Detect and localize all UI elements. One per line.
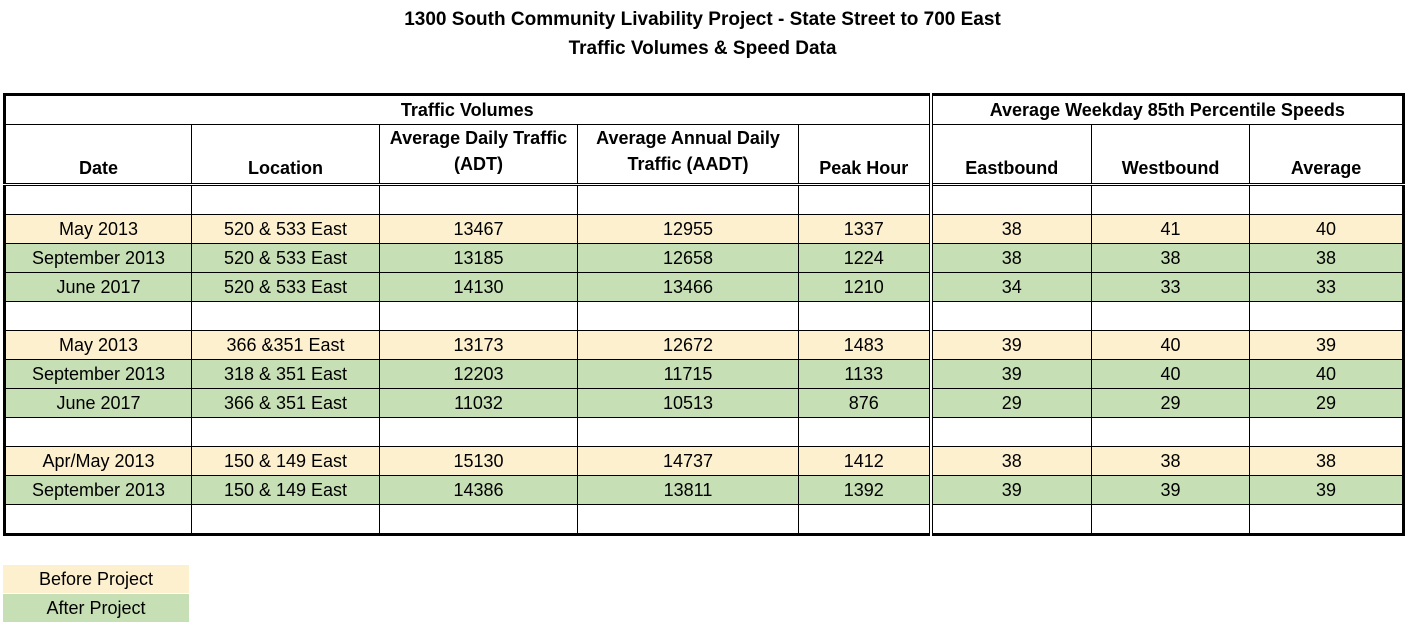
adt-cell: 13185 — [379, 243, 578, 273]
average-cell: 39 — [1249, 475, 1405, 505]
eastbound-cell: 39 — [930, 359, 1093, 389]
adt-cell: 13173 — [379, 330, 578, 360]
peak-hour-cell: 1210 — [797, 272, 933, 302]
table-row: September 2013 318 & 351 East 12203 1171… — [4, 359, 1405, 389]
table-row: Apr/May 2013 150 & 149 East 15130 14737 … — [4, 446, 1405, 476]
adt-cell: 15130 — [379, 446, 578, 476]
location-cell: 150 & 149 East — [191, 446, 380, 476]
aadt-cell: 11715 — [577, 359, 799, 389]
legend-after-project: After Project — [3, 594, 189, 622]
westbound-cell: 39 — [1091, 475, 1251, 505]
average-column-header: Average — [1249, 124, 1405, 186]
eastbound-cell: 39 — [930, 475, 1093, 505]
date-column-header: Date — [4, 124, 192, 186]
aadt-cell: 14737 — [577, 446, 799, 476]
westbound-column-header: Westbound — [1091, 124, 1251, 186]
report-title: 1300 South Community Livability Project … — [404, 9, 1001, 30]
aadt-cell: 12658 — [577, 243, 799, 273]
date-cell: Apr/May 2013 — [4, 446, 192, 476]
adt-cell: 14386 — [379, 475, 578, 505]
aadt-cell: 13466 — [577, 272, 799, 302]
adt-column-header: Average Daily Traffic (ADT) — [379, 124, 578, 186]
aadt-cell: 10513 — [577, 388, 799, 418]
table-row: May 2013 520 & 533 East 13467 12955 1337… — [4, 214, 1405, 244]
eastbound-column-header: Eastbound — [930, 124, 1093, 186]
average-cell: 38 — [1249, 243, 1405, 273]
eastbound-cell: 38 — [930, 243, 1093, 273]
westbound-cell: 40 — [1091, 330, 1251, 360]
spacer-row — [4, 301, 1405, 331]
adt-cell: 14130 — [379, 272, 578, 302]
aadt-cell: 13811 — [577, 475, 799, 505]
date-cell: September 2013 — [4, 359, 192, 389]
spacer-row — [4, 417, 1405, 447]
peak-hour-cell: 1392 — [797, 475, 933, 505]
peak-hour-column-header: Peak Hour — [797, 124, 933, 186]
peak-hour-cell: 1224 — [797, 243, 933, 273]
group-header-row: Traffic Volumes Average Weekday 85th Per… — [3, 94, 1405, 125]
date-cell: September 2013 — [4, 475, 192, 505]
date-cell: May 2013 — [4, 214, 192, 244]
date-cell: June 2017 — [4, 388, 192, 418]
peak-hour-cell: 1133 — [797, 359, 933, 389]
table-row: June 2017 520 & 533 East 14130 13466 121… — [4, 272, 1405, 302]
column-header-row: Date Location Average Daily Traffic (ADT… — [4, 124, 1405, 186]
westbound-cell: 29 — [1091, 388, 1251, 418]
adt-cell: 13467 — [379, 214, 578, 244]
eastbound-cell: 29 — [930, 388, 1093, 418]
eastbound-cell: 38 — [930, 446, 1093, 476]
average-cell: 33 — [1249, 272, 1405, 302]
location-cell: 366 &351 East — [191, 330, 380, 360]
peak-hour-cell: 1483 — [797, 330, 933, 360]
aadt-cell: 12672 — [577, 330, 799, 360]
westbound-cell: 40 — [1091, 359, 1251, 389]
table-row: September 2013 150 & 149 East 14386 1381… — [4, 475, 1405, 505]
aadt-column-header: Average Annual Daily Traffic (AADT) — [577, 124, 799, 186]
traffic-data-table: Traffic Volumes Average Weekday 85th Per… — [3, 93, 1405, 536]
location-cell: 150 & 149 East — [191, 475, 380, 505]
location-cell: 318 & 351 East — [191, 359, 380, 389]
traffic-volumes-header: Traffic Volumes — [3, 94, 933, 125]
legend-before-project: Before Project — [3, 565, 189, 593]
spacer-row — [4, 184, 1405, 215]
location-cell: 520 & 533 East — [191, 214, 380, 244]
date-cell: May 2013 — [4, 330, 192, 360]
date-cell: September 2013 — [4, 243, 192, 273]
location-cell: 366 & 351 East — [191, 388, 380, 418]
date-cell: June 2017 — [4, 272, 192, 302]
location-cell: 520 & 533 East — [191, 243, 380, 273]
westbound-cell: 33 — [1091, 272, 1251, 302]
table-row: May 2013 366 &351 East 13173 12672 1483 … — [4, 330, 1405, 360]
westbound-cell: 38 — [1091, 446, 1251, 476]
adt-cell: 12203 — [379, 359, 578, 389]
location-cell: 520 & 533 East — [191, 272, 380, 302]
eastbound-cell: 38 — [930, 214, 1093, 244]
westbound-cell: 41 — [1091, 214, 1251, 244]
average-cell: 29 — [1249, 388, 1405, 418]
eastbound-cell: 39 — [930, 330, 1093, 360]
adt-cell: 11032 — [379, 388, 578, 418]
peak-hour-cell: 1337 — [797, 214, 933, 244]
table-row: June 2017 366 & 351 East 11032 10513 876… — [4, 388, 1405, 418]
report-subtitle: Traffic Volumes & Speed Data — [568, 38, 837, 59]
spacer-row — [4, 504, 1405, 535]
westbound-cell: 38 — [1091, 243, 1251, 273]
average-cell: 39 — [1249, 330, 1405, 360]
aadt-cell: 12955 — [577, 214, 799, 244]
average-cell: 40 — [1249, 214, 1405, 244]
table-row: September 2013 520 & 533 East 13185 1265… — [4, 243, 1405, 273]
average-cell: 38 — [1249, 446, 1405, 476]
speeds-header: Average Weekday 85th Percentile Speeds — [930, 94, 1405, 125]
location-column-header: Location — [191, 124, 380, 186]
average-cell: 40 — [1249, 359, 1405, 389]
peak-hour-cell: 876 — [797, 388, 933, 418]
peak-hour-cell: 1412 — [797, 446, 933, 476]
eastbound-cell: 34 — [930, 272, 1093, 302]
